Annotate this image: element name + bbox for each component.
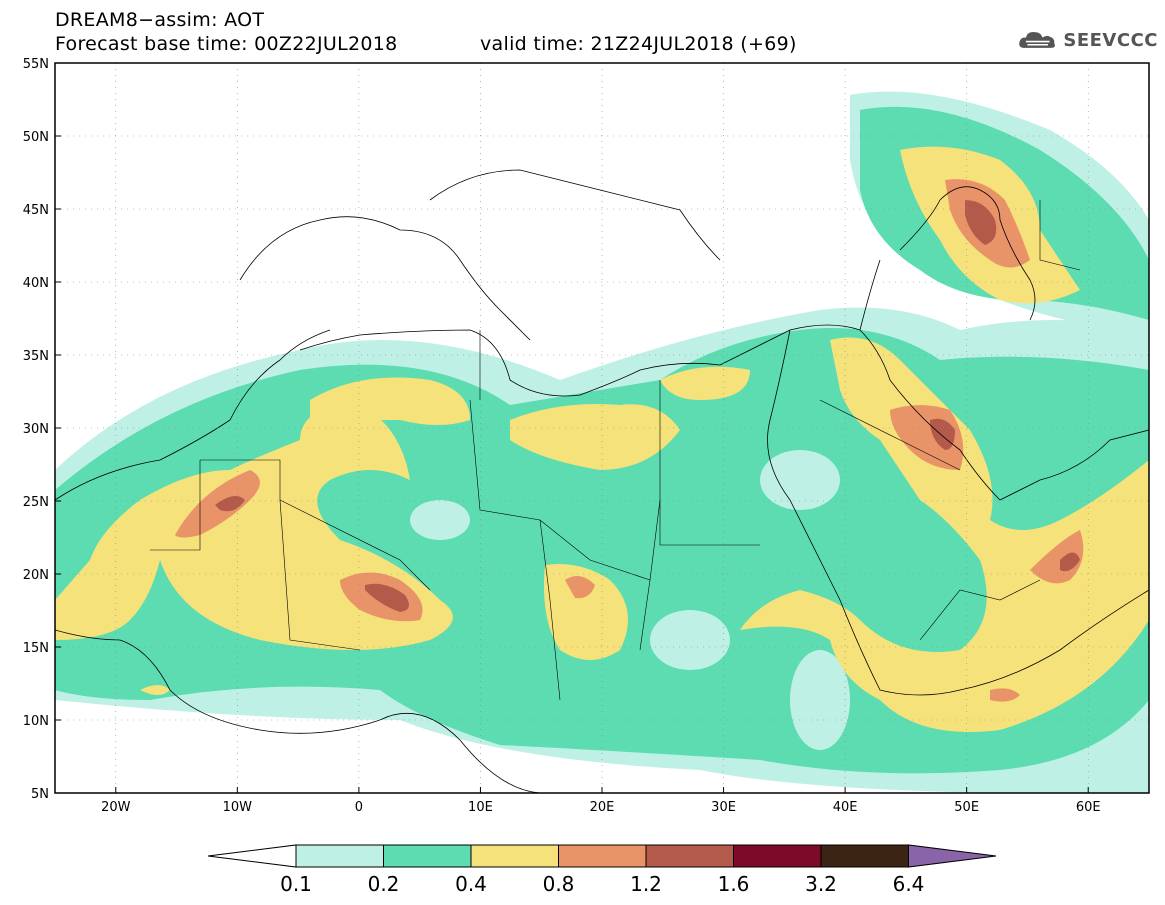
colorbar-box [820, 844, 909, 868]
lat-tick-label: 20N [23, 568, 49, 583]
aot-holes [410, 450, 850, 750]
aot-shading [55, 91, 1149, 793]
coastlines [55, 63, 1149, 793]
colorbar-above-arrow [908, 844, 997, 868]
lon-tick-label: 20W [101, 800, 131, 815]
colorbar-box [733, 844, 822, 868]
longitude-axis: 20W 10W 0 10E 20E 30E 40E 50E 60E [101, 787, 1101, 815]
lon-tick-label: 20E [590, 800, 615, 815]
lat-tick-label: 55N [23, 57, 49, 72]
lat-tick-label: 25N [23, 495, 49, 510]
cloud-icon [1019, 32, 1055, 48]
colorbar-level-label: 0.8 [543, 872, 575, 896]
lat-tick-label: 50N [23, 130, 49, 145]
colorbar-level-label: 1.2 [630, 872, 662, 896]
lat-tick-label: 30N [23, 422, 49, 437]
lat-tick-label: 5N [31, 787, 49, 802]
lon-tick-label: 40E [833, 800, 858, 815]
lon-tick-label: 10E [468, 800, 493, 815]
map-title: DREAM8−assim: AOT [55, 9, 265, 31]
latitude-axis: 55N 50N 45N 40N 35N 30N 25N 20N 15N 10N 5N [23, 57, 61, 802]
borders [150, 200, 1081, 701]
seevccc-logo: SEEVCCC [1018, 24, 1158, 56]
colorbar-level-label: 0.2 [368, 872, 400, 896]
colorbar-level-label: 0.4 [455, 872, 487, 896]
colorbar-box [470, 844, 559, 868]
colorbar-below-arrow [207, 844, 297, 868]
lat-tick-label: 40N [23, 276, 49, 291]
colorbar-level-label: 0.1 [280, 872, 312, 896]
lat-tick-label: 35N [23, 349, 49, 364]
colorbar: 0.1 0.2 0.4 0.8 1.2 1.6 3.2 6.4 [207, 844, 997, 896]
lat-tick-label: 45N [23, 203, 49, 218]
lat-tick-label: 10N [23, 714, 49, 729]
colorbar-box [295, 844, 384, 868]
colorbar-box [558, 844, 647, 868]
logo-text: SEEVCCC [1063, 29, 1158, 51]
lon-tick-label: 0 [355, 800, 363, 815]
colorbar-level-label: 3.2 [805, 872, 837, 896]
lat-tick-label: 15N [23, 641, 49, 656]
valid-time: valid time: 21Z24JUL2018 (+69) [480, 33, 797, 55]
lon-tick-label: 50E [954, 800, 979, 815]
colorbar-box [383, 844, 472, 868]
lon-tick-label: 30E [711, 800, 736, 815]
lon-tick-label: 60E [1076, 800, 1101, 815]
forecast-base-time: Forecast base time: 00Z22JUL2018 [55, 33, 398, 55]
colorbar-level-label: 6.4 [893, 872, 925, 896]
lon-tick-label: 10W [223, 800, 253, 815]
colorbar-level-label: 1.6 [718, 872, 750, 896]
colorbar-box [645, 844, 734, 868]
